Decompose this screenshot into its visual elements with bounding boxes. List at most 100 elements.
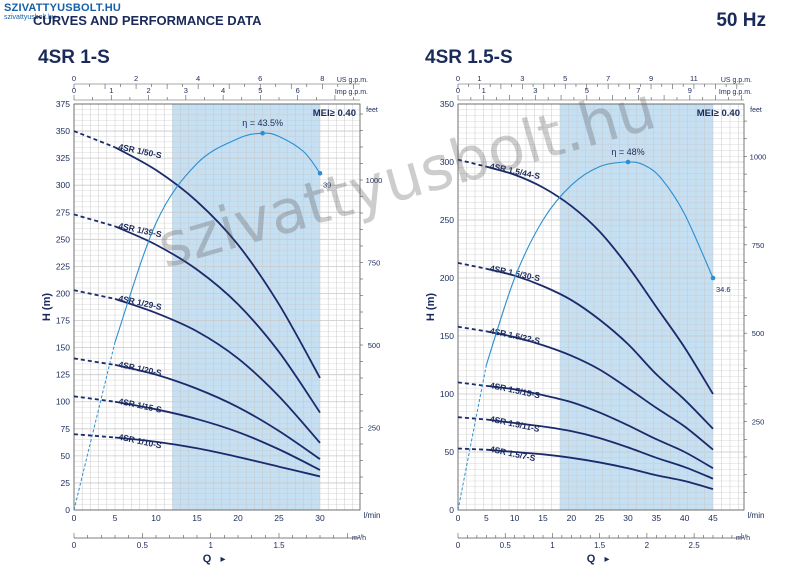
impgpm-tick-label: 3 — [533, 86, 537, 95]
impgpm-tick-label: 0 — [72, 86, 76, 95]
head-curve-dashed — [73, 357, 116, 366]
efficiency-curve — [485, 161, 714, 366]
impgpm-tick-label: 7 — [636, 86, 640, 95]
series-label: 4SR 1.5/22-S — [489, 326, 541, 346]
impgpm-tick-label: 5 — [258, 86, 262, 95]
impgpm-tick-label: 4 — [221, 86, 225, 95]
y-tick-label: 200 — [56, 288, 70, 298]
y-tick-label: 100 — [440, 389, 454, 399]
feet-tick-label: 1000 — [366, 176, 383, 185]
unit-m3h-label: m³/h — [736, 535, 750, 542]
x-tick-label: 5 — [484, 513, 489, 523]
m3h-tick-label: 1.5 — [594, 541, 606, 550]
x-tick-label: 10 — [510, 513, 520, 523]
head-curve — [114, 364, 321, 460]
feet-tick-label: 1000 — [750, 152, 767, 161]
x-tick-label: 30 — [315, 513, 325, 523]
m3h-tick-label: 1 — [550, 541, 555, 550]
series-label: 4SR 1.5/7-S — [489, 444, 537, 463]
m3h-tick-label: 0 — [456, 541, 461, 550]
feet-tick-label: 750 — [368, 259, 381, 268]
series-label: 4SR 1.5/30-S — [489, 263, 541, 283]
head-curve-dashed — [457, 325, 487, 333]
logo-subtext: szivattyusbolt.hu — [4, 14, 56, 21]
chart-title-right: 4SR 1.5-S — [425, 47, 513, 68]
y-tick-label: 125 — [56, 370, 70, 380]
y-tick-label: 350 — [56, 126, 70, 136]
frequency-label: 50 Hz — [716, 10, 766, 31]
y-tick-label: 175 — [56, 316, 70, 326]
y-tick-label: 275 — [56, 207, 70, 217]
y-tick-label: 300 — [56, 180, 70, 190]
efficiency-peak-point — [260, 130, 265, 136]
x-axis-label: Q — [587, 553, 596, 565]
usgpm-tick-label: 2 — [134, 74, 138, 83]
y-tick-label: 25 — [61, 478, 71, 488]
series-label: 4SR 1.5/44-S — [489, 161, 541, 181]
efficiency-curve — [114, 132, 321, 343]
chart-title-left: 4SR 1-S — [38, 47, 110, 68]
m3h-tick-label: 2 — [645, 541, 650, 550]
m3h-tick-label: 0.5 — [137, 541, 149, 550]
head-curve — [486, 267, 714, 430]
plot-frame — [457, 103, 745, 511]
y-tick-label: 150 — [56, 343, 70, 353]
unit-usgpm-label: US g.p.m. — [337, 77, 368, 84]
x-tick-label: 0 — [456, 513, 461, 523]
y-tick-label: 0 — [65, 505, 70, 515]
efficiency-peak-point — [625, 159, 631, 165]
usgpm-tick-label: 5 — [563, 74, 567, 83]
x-axis-label: Q — [203, 553, 212, 565]
y-tick-label: 150 — [440, 331, 454, 341]
head-curve — [486, 448, 714, 490]
head-curve-dashed — [73, 130, 116, 149]
usgpm-tick-label: 7 — [606, 74, 610, 83]
efficiency-peak-label: η = 48% — [611, 147, 644, 157]
head-curve-dashed — [73, 395, 116, 403]
impgpm-tick-label: 0 — [456, 86, 460, 95]
y-tick-label: 375 — [56, 99, 70, 109]
impgpm-tick-label: 2 — [146, 86, 150, 95]
y-axis-label: H (m) — [425, 293, 437, 321]
impgpm-tick-label: 9 — [688, 86, 692, 95]
efficiency-peak-label: η = 43.5% — [242, 118, 283, 128]
x-tick-label: 30 — [623, 513, 633, 523]
head-curve-dashed — [457, 262, 487, 270]
x-tick-label: 25 — [274, 513, 284, 523]
usgpm-tick-label: 11 — [690, 74, 698, 83]
head-curve — [114, 298, 321, 444]
head-curve — [486, 384, 714, 470]
head-curve-dashed — [73, 213, 116, 228]
x-tick-label: 0 — [72, 513, 77, 523]
usgpm-tick-label: 4 — [196, 74, 200, 83]
unit-feet-label: feet — [750, 107, 762, 114]
page-title: CURVES AND PERFORMANCE DATA — [33, 13, 262, 28]
impgpm-tick-label: 6 — [296, 86, 300, 95]
x-tick-label: 5 — [113, 513, 118, 523]
head-curve — [114, 400, 321, 471]
x-tick-label: 35 — [652, 513, 662, 523]
x-tick-label: 20 — [567, 513, 577, 523]
y-tick-label: 75 — [61, 424, 71, 434]
x-tick-label: 25 — [595, 513, 605, 523]
unit-q-label: l/min — [748, 511, 765, 520]
plot-frame — [73, 103, 361, 511]
feet-tick-label: 500 — [368, 341, 381, 350]
x-tick-label: 10 — [151, 513, 161, 523]
x-axis-arrow: ▸ — [220, 554, 225, 565]
usgpm-tick-label: 3 — [520, 74, 524, 83]
m3h-tick-label: 1 — [208, 541, 213, 550]
brand-logo[interactable]: SZIVATTYUSBOLT.HU szivattyusbolt.hu — [4, 2, 121, 21]
impgpm-tick-label: 1 — [109, 86, 113, 95]
feet-tick-label: 250 — [368, 424, 381, 433]
mei-label: MEI≥ 0.40 — [697, 108, 740, 119]
series-label: 4SR 1.5/11-S — [489, 414, 541, 434]
usgpm-tick-label: 0 — [72, 74, 76, 83]
m3h-tick-label: 0 — [72, 541, 77, 550]
x-tick-label: 40 — [680, 513, 690, 523]
head-curve — [114, 436, 321, 478]
feet-tick-label: 250 — [752, 418, 765, 427]
unit-q-label: l/min — [364, 511, 381, 520]
